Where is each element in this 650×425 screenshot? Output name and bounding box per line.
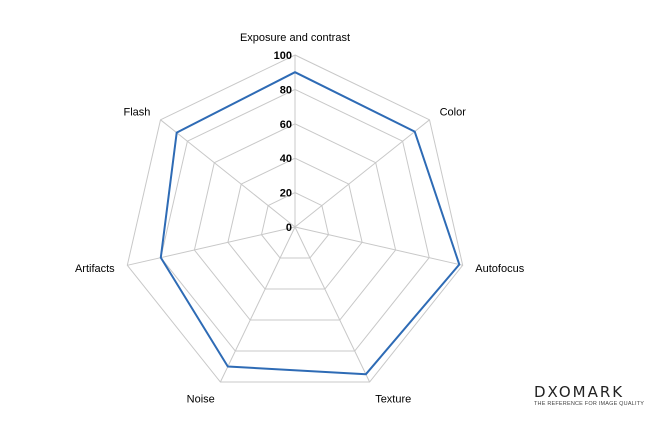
tick-label-80: 80 bbox=[280, 84, 292, 96]
series-line-1 bbox=[159, 71, 461, 376]
grid-ring-40 bbox=[227, 157, 363, 290]
axis-label-5: Noise bbox=[187, 394, 215, 406]
axis-label-3: Autofocus bbox=[475, 263, 524, 275]
axis-label-2: Color bbox=[440, 107, 467, 119]
spoke-6 bbox=[127, 226, 296, 266]
grid-ring-20 bbox=[260, 192, 330, 259]
axis-label-6: Artifacts bbox=[75, 263, 115, 275]
spoke-7 bbox=[160, 119, 296, 228]
spoke-2 bbox=[294, 119, 430, 228]
tick-label-40: 40 bbox=[280, 153, 292, 165]
logo-wordmark: DXOMARK bbox=[534, 383, 625, 401]
tick-label-0: 0 bbox=[286, 222, 292, 234]
axis-label-4: Texture bbox=[375, 394, 411, 406]
spoke-3 bbox=[294, 226, 463, 266]
grid-ring-80 bbox=[160, 88, 430, 352]
tick-label-20: 20 bbox=[280, 188, 292, 200]
spoke-4 bbox=[294, 226, 371, 383]
grid-ring-100 bbox=[126, 54, 464, 383]
tick-label-60: 60 bbox=[280, 119, 292, 131]
axis-label-7: Flash bbox=[123, 107, 150, 119]
tick-label-100: 100 bbox=[274, 50, 292, 62]
axis-label-1: Exposure and contrast bbox=[240, 32, 350, 44]
logo-tagline: THE REFERENCE FOR IMAGE QUALITY bbox=[534, 401, 645, 407]
grid-ring-60 bbox=[193, 123, 397, 321]
spoke-5 bbox=[219, 226, 296, 383]
dxomark-logo: DXOMARK THE REFERENCE FOR IMAGE QUALITY bbox=[534, 384, 646, 407]
